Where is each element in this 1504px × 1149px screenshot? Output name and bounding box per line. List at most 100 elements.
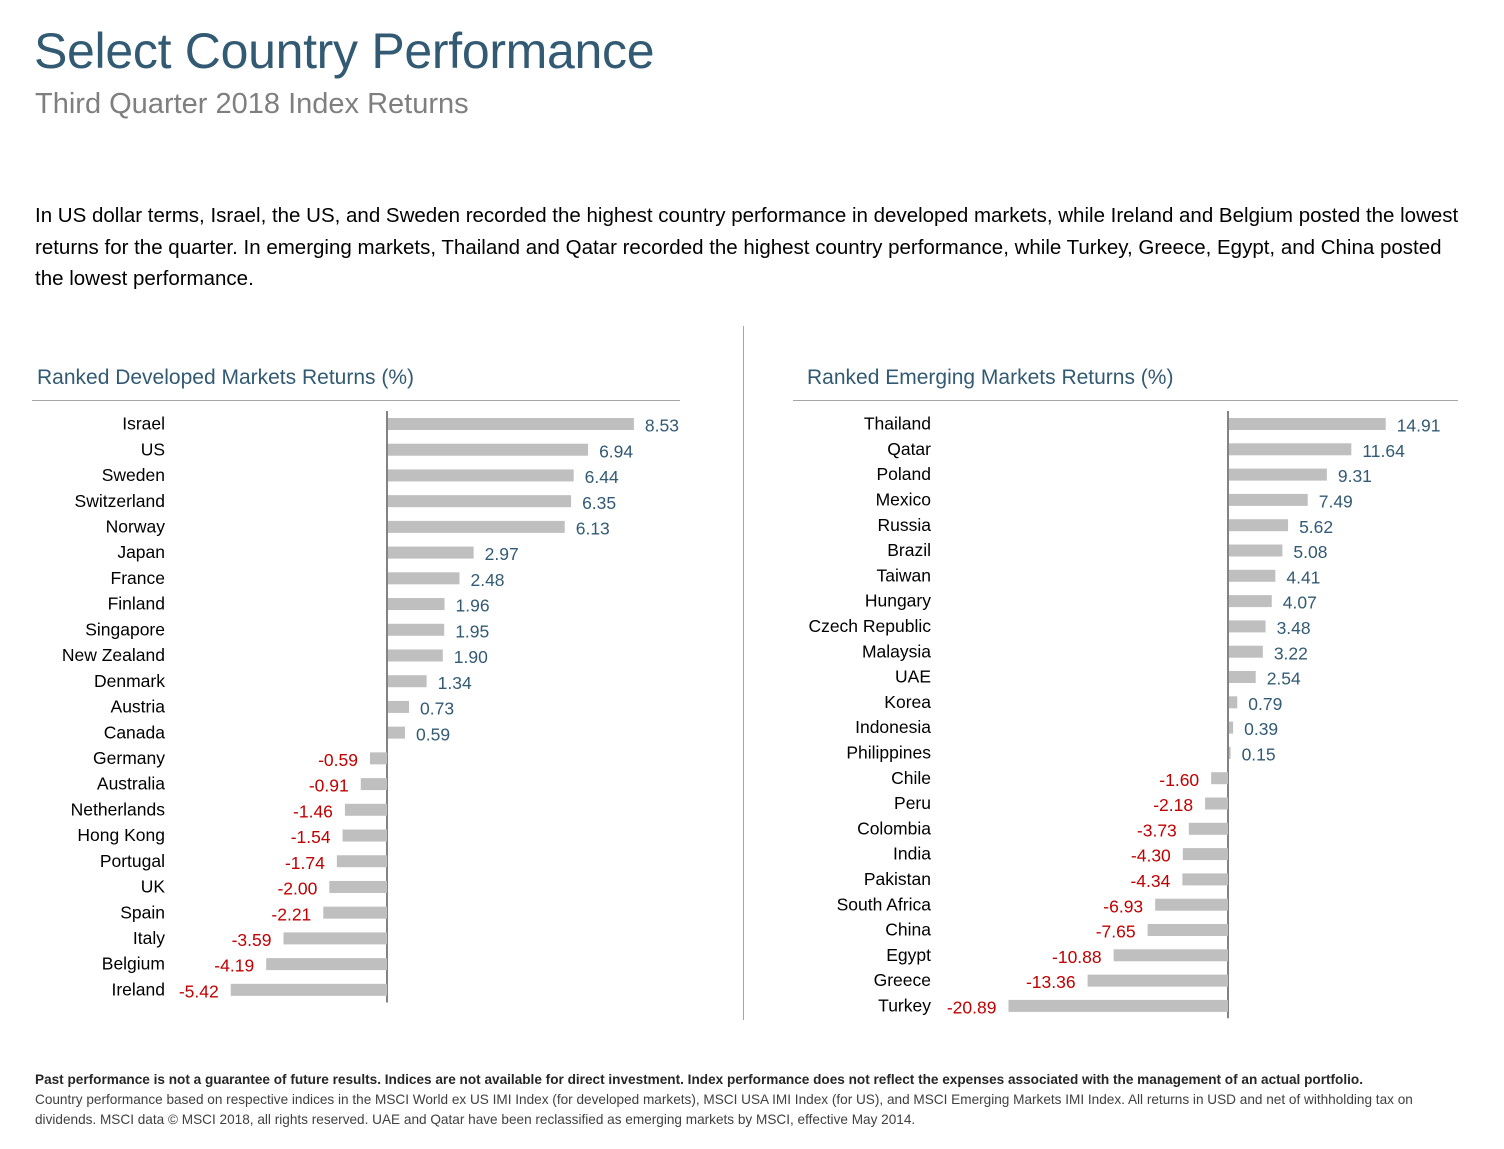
developed-category-label: Finland xyxy=(108,594,165,614)
emerging-category-label: Qatar xyxy=(887,439,931,459)
developed-category-label: Switzerland xyxy=(75,491,165,511)
emerging-category-label: Indonesia xyxy=(855,717,931,737)
developed-bar xyxy=(388,418,634,430)
emerging-title-rule xyxy=(793,400,1458,401)
emerging-value-label: -7.65 xyxy=(1096,922,1136,942)
developed-bar xyxy=(360,778,387,791)
developed-bar xyxy=(388,546,474,559)
developed-value-label: 8.53 xyxy=(645,416,679,436)
developed-value-label: -2.21 xyxy=(271,904,311,924)
developed-bar xyxy=(344,803,387,816)
developed-value-label: 2.97 xyxy=(485,544,519,564)
developed-bar xyxy=(388,520,565,533)
developed-category-label: Hong Kong xyxy=(77,825,165,845)
emerging-category-label: UAE xyxy=(895,667,931,687)
emerging-value-label: -6.93 xyxy=(1103,896,1143,916)
emerging-bar xyxy=(1211,772,1228,785)
developed-value-label: 6.35 xyxy=(582,493,616,513)
developed-value-label: -1.46 xyxy=(293,801,333,821)
developed-bar xyxy=(388,726,406,739)
emerging-bar xyxy=(1229,569,1276,582)
emerging-category-label: Mexico xyxy=(876,490,931,510)
footer-disclaimer: Past performance is not a guarantee of f… xyxy=(35,1072,1363,1087)
intro-paragraph: In US dollar terms, Israel, the US, and … xyxy=(35,204,1459,290)
footer-source-notes: Country performance based on respective … xyxy=(35,1092,1413,1127)
emerging-bar xyxy=(1087,974,1228,987)
emerging-markets-chart: Thailand 14.91 Qatar 11.64 Poland 9.31 Mexico 7… xyxy=(808,411,1441,1019)
developed-bar xyxy=(329,880,387,893)
emerging-category-label: China xyxy=(885,920,931,940)
developed-category-label: Italy xyxy=(133,928,165,948)
developed-bar xyxy=(388,443,589,456)
developed-category-label: Australia xyxy=(97,774,165,794)
developed-chart-title: Ranked Developed Markets Returns (%) xyxy=(37,366,414,389)
emerging-category-label: Thailand xyxy=(864,414,931,434)
developed-value-label: 0.73 xyxy=(420,699,454,719)
emerging-value-label: 11.64 xyxy=(1362,441,1405,461)
developed-category-label: Japan xyxy=(117,542,165,562)
developed-value-label: -1.74 xyxy=(285,853,325,873)
emerging-category-label: Czech Republic xyxy=(808,616,931,636)
emerging-value-label: -10.88 xyxy=(1052,947,1102,967)
emerging-value-label: 7.49 xyxy=(1319,492,1353,512)
page-subtitle: Third Quarter 2018 Index Returns xyxy=(35,88,469,120)
developed-category-label: Portugal xyxy=(100,851,165,871)
emerging-bar xyxy=(1229,746,1231,759)
emerging-category-label: Greece xyxy=(874,970,931,990)
emerging-category-label: Brazil xyxy=(887,540,931,560)
emerging-value-label: 2.54 xyxy=(1267,669,1301,689)
developed-bar xyxy=(388,598,445,611)
footer-notes: Past performance is not a guarantee of f… xyxy=(35,1070,1455,1130)
emerging-value-label: -1.60 xyxy=(1159,770,1199,790)
developed-bar xyxy=(283,932,387,945)
emerging-value-label: 4.07 xyxy=(1283,593,1317,613)
developed-category-label: Spain xyxy=(120,902,165,922)
developed-category-label: Denmark xyxy=(94,671,165,691)
developed-category-label: Singapore xyxy=(85,619,165,639)
emerging-category-label: Korea xyxy=(884,692,931,712)
developed-bar xyxy=(266,958,387,971)
emerging-bar xyxy=(1229,595,1272,608)
developed-value-label: -0.91 xyxy=(309,776,349,796)
emerging-bar xyxy=(1229,519,1289,532)
developed-value-label: 1.90 xyxy=(454,647,488,667)
emerging-bar xyxy=(1205,797,1228,810)
developed-category-label: Austria xyxy=(111,697,166,717)
emerging-category-label: Malaysia xyxy=(862,641,931,661)
emerging-value-label: 9.31 xyxy=(1338,466,1372,486)
developed-value-label: 0.59 xyxy=(416,724,450,744)
developed-value-label: 6.13 xyxy=(576,519,610,539)
emerging-bar xyxy=(1182,873,1228,886)
emerging-bar xyxy=(1147,924,1228,936)
developed-bar xyxy=(388,675,427,688)
developed-markets-chart: Israel 8.53 US 6.94 Sweden 6.44 Switzerland 6.3… xyxy=(62,411,679,1003)
emerging-category-label: India xyxy=(893,844,931,864)
developed-value-label: -0.59 xyxy=(318,750,358,770)
emerging-value-label: 0.15 xyxy=(1242,745,1276,765)
developed-bar xyxy=(388,495,572,508)
emerging-bar xyxy=(1182,848,1228,861)
developed-category-label: Sweden xyxy=(102,465,165,485)
emerging-category-label: Taiwan xyxy=(877,565,931,585)
emerging-bar xyxy=(1229,645,1263,658)
developed-value-label: 6.94 xyxy=(599,441,633,461)
developed-bar xyxy=(388,700,410,713)
developed-value-label: 1.96 xyxy=(456,596,490,616)
emerging-bar xyxy=(1229,418,1386,430)
emerging-value-label: -4.30 xyxy=(1131,846,1171,866)
developed-bar xyxy=(388,649,443,662)
emerging-bar xyxy=(1229,671,1256,683)
emerging-category-label: Peru xyxy=(894,793,931,813)
emerging-category-label: Pakistan xyxy=(864,869,931,889)
emerging-bar xyxy=(1229,620,1266,633)
developed-category-label: Ireland xyxy=(111,979,165,999)
developed-category-label: Belgium xyxy=(102,954,165,974)
developed-bar xyxy=(388,623,445,636)
developed-bar xyxy=(323,906,387,919)
developed-value-label: -1.54 xyxy=(291,827,331,847)
emerging-category-label: Russia xyxy=(878,515,932,535)
emerging-chart-title: Ranked Emerging Markets Returns (%) xyxy=(807,366,1174,389)
developed-category-label: Norway xyxy=(106,517,166,537)
developed-value-label: 2.48 xyxy=(470,570,504,590)
developed-value-label: 1.34 xyxy=(438,673,472,693)
